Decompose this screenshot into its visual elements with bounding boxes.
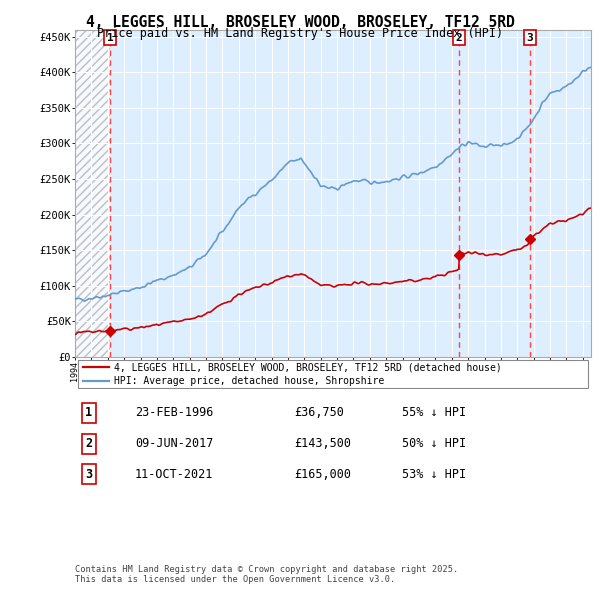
Text: £143,500: £143,500: [294, 437, 351, 450]
Text: 53% ↓ HPI: 53% ↓ HPI: [402, 468, 466, 481]
Text: 09-JUN-2017: 09-JUN-2017: [135, 437, 214, 450]
Text: 1: 1: [107, 32, 113, 42]
Text: Contains HM Land Registry data © Crown copyright and database right 2025.
This d: Contains HM Land Registry data © Crown c…: [75, 565, 458, 584]
Text: 11-OCT-2021: 11-OCT-2021: [135, 468, 214, 481]
Text: HPI: Average price, detached house, Shropshire: HPI: Average price, detached house, Shro…: [114, 376, 384, 386]
Text: 55% ↓ HPI: 55% ↓ HPI: [402, 407, 466, 419]
Text: 23-FEB-1996: 23-FEB-1996: [135, 407, 214, 419]
Text: 2: 2: [455, 32, 463, 42]
Text: 2: 2: [85, 437, 92, 450]
Text: 50% ↓ HPI: 50% ↓ HPI: [402, 437, 466, 450]
Text: 3: 3: [527, 32, 533, 42]
Text: £36,750: £36,750: [294, 407, 344, 419]
Text: 1: 1: [85, 407, 92, 419]
FancyBboxPatch shape: [77, 360, 589, 388]
Text: 4, LEGGES HILL, BROSELEY WOOD, BROSELEY, TF12 5RD: 4, LEGGES HILL, BROSELEY WOOD, BROSELEY,…: [86, 15, 514, 30]
Text: 4, LEGGES HILL, BROSELEY WOOD, BROSELEY, TF12 5RD (detached house): 4, LEGGES HILL, BROSELEY WOOD, BROSELEY,…: [114, 362, 502, 372]
Text: Price paid vs. HM Land Registry's House Price Index (HPI): Price paid vs. HM Land Registry's House …: [97, 27, 503, 40]
Bar: [75, 30, 110, 357]
Text: 3: 3: [85, 468, 92, 481]
Text: £165,000: £165,000: [294, 468, 351, 481]
